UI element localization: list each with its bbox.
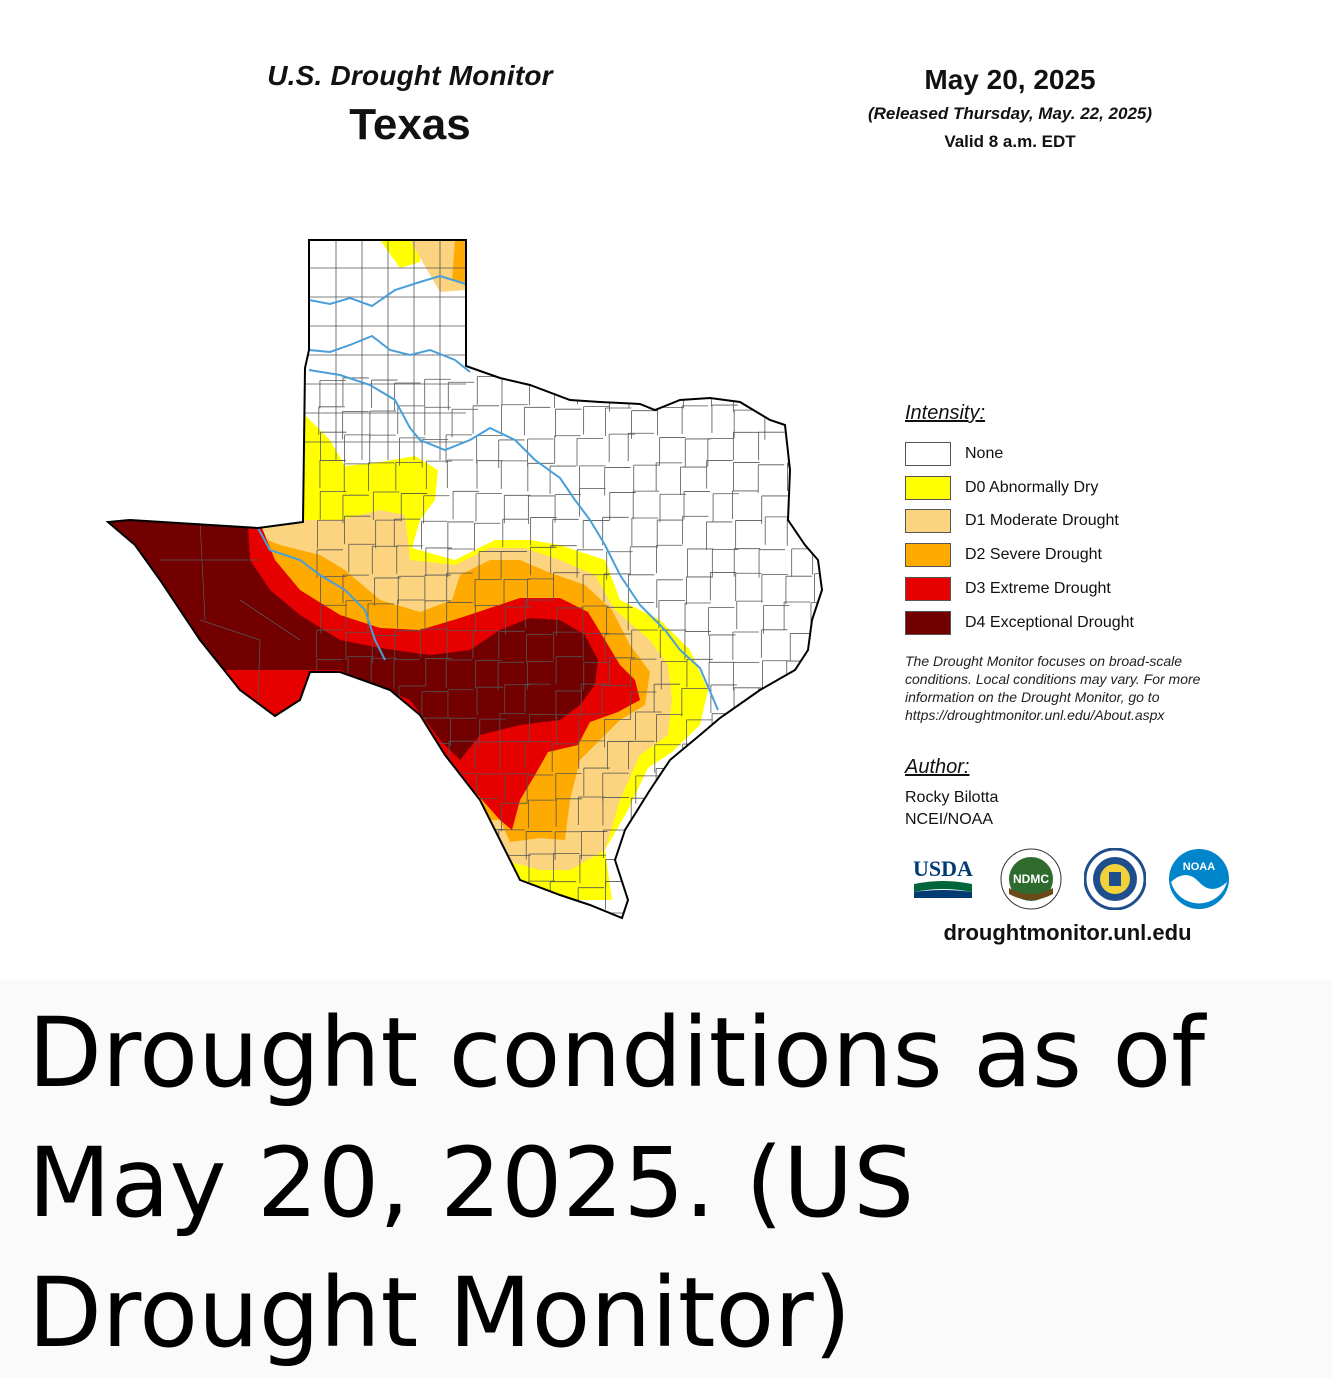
county-line — [199, 519, 206, 621]
legend-label: D3 Extreme Drought — [965, 580, 1111, 598]
legend-item-d3: D3 Extreme Drought — [905, 572, 1265, 606]
rivers — [257, 274, 719, 711]
state-title: Texas — [349, 100, 471, 149]
legend-heading: Intensity: — [905, 402, 986, 424]
release-date: (Released Thursday, May. 22, 2025) — [867, 104, 1153, 123]
intensity-legend: Intensity: None D0 Abnormally Dry D1 Mod… — [905, 402, 1265, 640]
ndmc-logo: NDMC — [1000, 848, 1062, 910]
texas-outline — [105, 239, 824, 920]
usda-logo: USDA — [913, 856, 973, 898]
legend-item-d4: D4 Exceptional Drought — [905, 606, 1265, 640]
noaa-logo-text: NOAA — [1183, 861, 1215, 873]
author-org: NCEI/NOAA — [905, 811, 994, 828]
disclaimer-text: The Drought Monitor focuses on broad-sca… — [905, 653, 1201, 723]
ndmc-logo-text: NDMC — [1013, 872, 1049, 886]
legend-swatch — [905, 509, 951, 534]
county-line — [199, 619, 261, 641]
legend-swatch — [905, 610, 951, 635]
texas-drought-map — [105, 239, 824, 920]
legend-label: D2 Severe Drought — [965, 546, 1102, 564]
site-url: droughtmonitor.unl.edu — [943, 920, 1192, 945]
legend-label: D0 Abnormally Dry — [965, 478, 1099, 496]
map-date: May 20, 2025 — [924, 64, 1096, 95]
author-name: Rocky Bilotta — [905, 789, 999, 806]
commerce-seal-logo — [1084, 848, 1146, 910]
legend-item-none: None — [905, 437, 1265, 471]
legend-swatch — [905, 577, 951, 602]
partner-logos: USDA NDMC NOAA — [912, 848, 1232, 912]
legend-item-d2: D2 Severe Drought — [905, 538, 1265, 572]
author-heading: Author: — [905, 756, 970, 778]
legend-label: D4 Exceptional Drought — [965, 613, 1134, 631]
county-line — [239, 599, 301, 641]
pecos-river — [257, 527, 386, 661]
map-title-block: U.S. Drought Monitor Texas — [180, 60, 640, 150]
legend-swatch — [905, 441, 951, 466]
noaa-logo: NOAA — [1169, 849, 1229, 909]
red-river — [308, 274, 467, 308]
image-caption: Drought conditions as of May 20, 2025. (… — [28, 997, 1206, 1369]
legend-item-d0: D0 Abnormally Dry — [905, 471, 1265, 505]
county-line — [257, 639, 261, 701]
zone-d4 — [108, 518, 598, 760]
author-block: Author: Rocky Bilotta NCEI/NOAA — [905, 756, 1205, 829]
monitor-title: U.S. Drought Monitor — [267, 60, 553, 91]
valid-time: Valid 8 a.m. EDT — [944, 132, 1076, 151]
usda-logo-text: USDA — [913, 856, 973, 881]
brazos-river — [308, 369, 719, 711]
canadian-river — [308, 334, 471, 373]
drought-zones — [108, 240, 822, 918]
legend-label: None — [965, 444, 1004, 462]
legend-swatch — [905, 475, 951, 500]
map-date-block: May 20, 2025 (Released Thursday, May. 22… — [820, 64, 1200, 152]
legend-item-d1: D1 Moderate Drought — [905, 505, 1265, 539]
drought-map-card: U.S. Drought Monitor Texas May 20, 2025 … — [105, 60, 1265, 945]
legend-label: D1 Moderate Drought — [965, 512, 1119, 530]
legend-swatch — [905, 543, 951, 568]
